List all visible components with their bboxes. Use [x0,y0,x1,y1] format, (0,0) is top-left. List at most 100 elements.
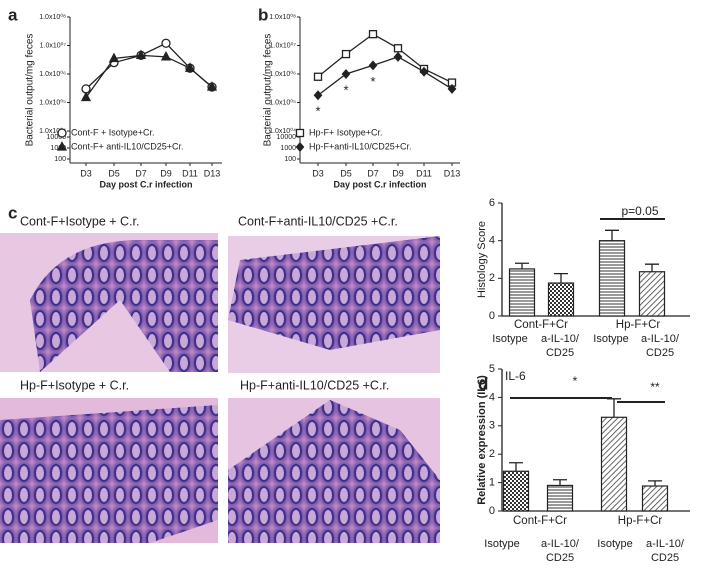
marker [341,49,351,59]
marker [393,44,403,53]
x-tick-label: D3 [80,168,92,178]
y-tick-label: 1.0x10⁰⁴ [269,127,296,135]
y-axis-label: Relative expression (IL6) [476,375,488,505]
marker [393,51,403,62]
x-axis-label: Day post C.r infection [333,179,426,189]
x-tick-label: D7 [135,168,147,178]
x-tick-label: Isotype [593,333,628,345]
annotation: ** [650,380,660,394]
y-tick-label: 4 [489,391,495,403]
panel-letter: d [478,374,488,393]
x-axis-label: Day post C.r infection [99,179,192,189]
panel-letter: a [8,5,18,24]
y-tick-label: 1.0x10⁰⁵ [269,98,296,106]
y-tick-label: 1.0x10⁰⁴ [39,127,66,135]
error-bar [553,479,567,486]
marker [368,30,378,39]
x-tick-label: D3 [312,168,324,178]
bar [508,268,536,317]
y-tick-label: 1.0x10⁰⁵ [39,98,66,106]
x-tick-label: a-IL-10/CD25 [646,538,685,564]
annotation: p=0.05 [621,204,658,218]
legend-label: Hp-F+ Isotype+Cr. [309,127,383,137]
micrographs [0,233,440,543]
y-tick-label: 100 [284,156,296,163]
annotation: * [573,374,578,388]
y-tick-label: 0 [489,310,495,322]
group-label: Cont-F+Cr [514,319,568,331]
x-tick-label: Isotype [597,538,632,550]
error-bar [515,262,529,269]
series-line [317,33,453,84]
y-tick-label: 1.0x10⁰⁸ [39,13,66,21]
caption: Hp-F+anti-IL10/CD25 +C.r. [240,378,389,392]
caption: Cont-F+anti-IL10/CD25 +C.r. [238,214,398,228]
group-label: Cont-F+Cr [513,515,567,527]
marker [206,81,218,91]
panel-letter: c [8,203,17,222]
legend-marker [57,128,67,138]
x-tick-label: D11 [182,168,198,178]
bar [502,470,530,512]
error-bar [645,263,659,272]
error-bar [605,229,619,241]
y-tick-label: 2 [489,272,495,284]
y-tick-label: 5 [489,363,495,375]
marker [184,62,196,72]
x-tick-label: D9 [392,168,404,178]
group-label: Hp-F+Cr [618,515,663,527]
marker [161,38,171,48]
legend-label: Hp-F+anti-IL10/CD25+Cr. [309,141,412,151]
y-tick-label: 1.0x10⁰⁷ [270,41,297,49]
error-bar [648,480,662,487]
bar [641,485,669,512]
series-line [85,54,213,98]
x-tick-label: D11 [416,168,432,178]
marker [313,72,323,81]
panel-letter: b [258,5,268,24]
bar [638,271,666,317]
tissue [0,405,218,543]
marker [447,83,457,94]
marker [341,69,351,79]
caption: Cont-F+Isotype + C.r. [20,214,140,228]
y-axis-label: Bacterial output/mg feces [25,34,36,147]
bar [546,484,574,512]
y-tick-label: 100 [54,156,66,163]
x-tick-label: D9 [160,168,172,178]
y-axis-label: Histology Score [476,221,488,298]
caption: Hp-F+Isotype + C.r. [20,378,129,392]
y-tick-label: 6 [489,197,495,209]
legend-marker [295,128,305,138]
y-tick-label: 4 [489,235,495,247]
bar [600,416,628,512]
group-label: Hp-F+Cr [616,319,661,331]
y-tick-label: 1.0x10⁰⁸ [269,13,296,21]
chart-title: IL-6 [505,369,526,383]
x-tick-label: a-IL-10/CD25 [641,333,680,359]
x-tick-label: Isotype [492,333,527,345]
series-line [317,56,453,96]
marker [108,52,120,63]
tissue [30,240,218,372]
x-tick-label: D7 [367,168,379,178]
marker [313,90,323,101]
marker [135,49,147,60]
bar [598,240,626,317]
y-tick-label: 1 [489,477,495,489]
y-tick-label: 10000 [47,134,67,141]
tissue [228,400,440,543]
x-tick-label: D5 [340,168,352,178]
legend-marker [295,142,305,152]
annotation: * [343,82,348,97]
marker [160,50,172,61]
error-bar [554,272,568,284]
legend-marker [56,141,68,151]
x-tick-label: Isotype [484,538,519,550]
legend-label: Cont-F+ anti-IL10/CD25+Cr. [71,141,184,151]
x-tick-label: D13 [204,168,221,178]
marker [80,91,92,102]
y-tick-label: 10000 [277,134,297,141]
legend-label: Cont-F + Isotype+Cr. [71,127,155,137]
y-tick-label: 1.0x10⁰⁶ [269,70,296,78]
